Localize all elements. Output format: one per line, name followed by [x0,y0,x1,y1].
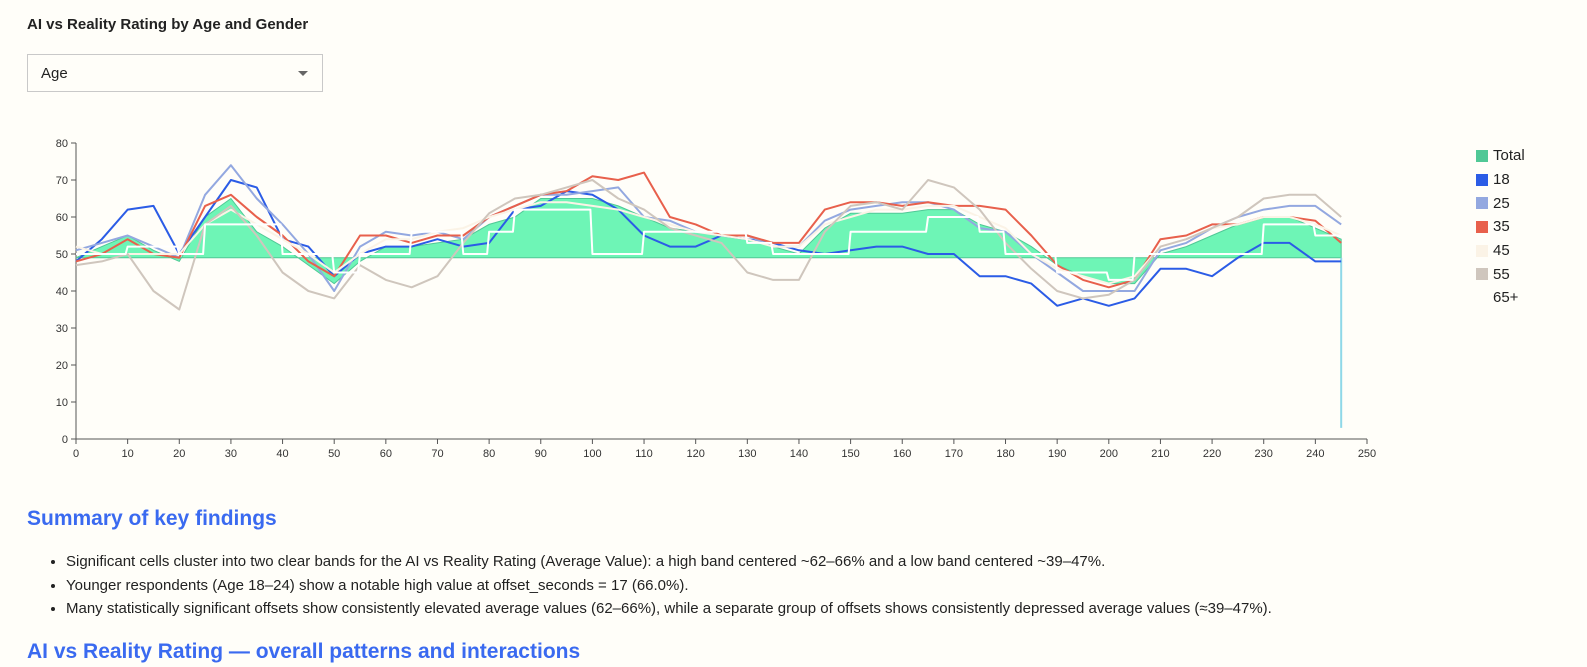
page-title: AI vs Reality Rating by Age and Gender [27,16,309,33]
y-tick-label: 10 [56,397,68,409]
x-tick-label: 100 [583,448,601,460]
y-tick-label: 80 [56,138,68,150]
legend-swatch [1476,220,1488,233]
x-tick-label: 110 [635,448,653,460]
x-tick-label: 240 [1306,448,1324,460]
x-tick-label: 250 [1358,448,1376,460]
findings-list: Significant cells cluster into two clear… [27,552,1586,623]
x-tick-label: 120 [687,448,705,460]
x-tick-label: 30 [225,448,237,460]
x-tick-label: 90 [535,448,547,460]
legend-swatch [1476,268,1488,281]
line-chart: 0 10 20 30 40 50 60 70 80 0 10 20 30 40 50 60 70 80 90 100 1… [56,138,1376,460]
x-tick-label: 210 [1151,448,1169,460]
legend-label: 45 [1493,242,1510,260]
x-tick-label: 50 [328,448,340,460]
chevron-down-icon[interactable] [298,71,308,76]
x-tick-label: 140 [790,448,808,460]
legend-swatch [1476,244,1488,257]
x-tick-label: 70 [431,448,443,460]
legend-item[interactable]: 45 [1476,239,1525,263]
legend-item[interactable]: 55 [1476,262,1525,286]
y-tick-label: 40 [56,286,68,298]
legend-label: Total [1493,147,1525,165]
legend-label: 35 [1493,218,1510,236]
legend-swatch [1476,173,1488,186]
patterns-heading: AI vs Reality Rating — overall patterns … [27,640,581,663]
x-tick-label: 180 [996,448,1014,460]
y-tick-label: 30 [56,323,68,335]
y-tick-label: 70 [56,175,68,187]
summary-heading: Summary of key findings [27,507,277,530]
x-tick-label: 0 [73,448,79,460]
legend-label: 18 [1493,171,1510,189]
x-tick-label: 60 [380,448,392,460]
x-tick-label: 130 [738,448,756,460]
finding-item: Significant cells cluster into two clear… [66,552,1586,576]
finding-item: Many statistically significant offsets s… [66,599,1586,623]
group-by-select[interactable]: Age [27,54,323,92]
legend-label: 65+ [1493,289,1519,307]
legend-label: 55 [1493,265,1510,283]
chart-legend: Total 18 25 35 45 55 65+ [1476,144,1525,310]
series-35-line [75,171,1342,289]
legend-item[interactable]: 25 [1476,191,1525,215]
x-tick-label: 200 [1100,448,1118,460]
legend-item[interactable]: 18 [1476,168,1525,192]
finding-item: Younger respondents (Age 18–24) show a n… [66,576,1586,600]
x-tick-label: 170 [945,448,963,460]
x-tick-label: 220 [1203,448,1221,460]
legend-item[interactable]: Total [1476,144,1525,168]
x-tick-label: 160 [893,448,911,460]
y-tick-label: 60 [56,212,68,224]
series-55-line [75,179,1342,311]
x-tick-label: 20 [173,448,185,460]
group-by-select-value: Age [41,64,68,82]
legend-item[interactable]: 65+ [1476,286,1525,310]
y-tick-label: 0 [62,434,68,446]
x-tick-label: 150 [841,448,859,460]
x-tick-label: 10 [122,448,134,460]
legend-swatch [1476,149,1488,162]
x-tick-label: 80 [483,448,495,460]
series-65plus-line [76,208,1342,281]
x-tick-label: 230 [1255,448,1273,460]
legend-swatch [1476,291,1488,304]
x-tick-label: 40 [276,448,288,460]
y-tick-label: 20 [56,360,68,372]
series-45-line [75,201,1342,285]
legend-item[interactable]: 35 [1476,215,1525,239]
y-tick-label: 50 [56,249,68,261]
legend-swatch [1476,197,1488,210]
legend-label: 25 [1493,194,1510,212]
series-25-line [75,164,1342,292]
x-tick-label: 190 [1048,448,1066,460]
